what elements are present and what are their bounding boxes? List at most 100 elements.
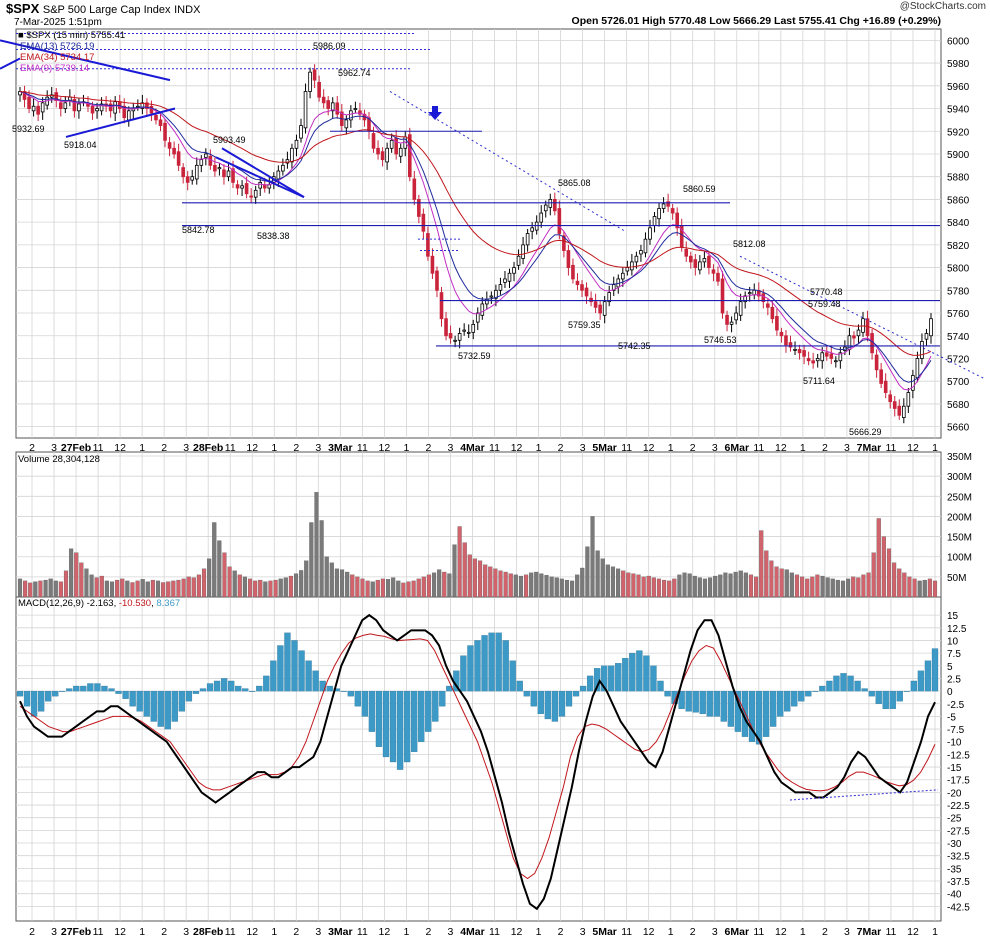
candle-body <box>553 199 557 212</box>
candle-body <box>892 401 897 409</box>
x-tick-label: 12 <box>379 926 391 938</box>
candle-body <box>176 151 181 166</box>
y-tick-label: 5960 <box>947 82 970 93</box>
y-tick-label: 5720 <box>947 354 970 365</box>
volume-bar <box>523 574 529 598</box>
volume-bar <box>411 580 416 598</box>
x-tick-label: 28Feb <box>193 926 223 938</box>
candle-body <box>480 303 485 316</box>
candle-body <box>299 125 303 139</box>
macd-histogram-bar <box>326 685 333 692</box>
candle-body <box>602 301 607 316</box>
volume-bar <box>897 568 902 598</box>
candle-body <box>693 259 698 268</box>
macd-histogram-bar <box>59 690 66 692</box>
volume-bar <box>702 578 708 598</box>
datetime: 7-Mar-2025 1:51pm <box>14 17 102 28</box>
candle-body <box>31 105 36 112</box>
y-tick-label: 5980 <box>947 59 970 70</box>
price-annotation: 5759.35 <box>568 320 601 330</box>
y-tick-label: 7.5 <box>947 649 961 660</box>
candle-body <box>503 278 507 283</box>
macd-divergence-line <box>789 789 939 801</box>
candle-body <box>815 358 820 362</box>
volume-bar <box>69 548 74 598</box>
macd-histogram-bar <box>572 690 580 697</box>
candle-body <box>634 255 639 263</box>
macd-histogram-bar <box>122 690 129 699</box>
macd-histogram-bar <box>530 690 537 707</box>
macd-histogram-bar <box>270 660 277 692</box>
candle-body <box>829 353 834 359</box>
candle-body <box>190 176 195 181</box>
macd-value-3: 8.367 <box>156 598 181 609</box>
x-tick-label: 1 <box>536 442 542 454</box>
candle-body <box>902 405 906 418</box>
macd-histogram-bar <box>523 690 530 697</box>
volume-bar <box>355 576 360 598</box>
candle-body <box>725 314 729 325</box>
x-tick-label: 1 <box>403 442 409 454</box>
x-tick-label: 2 <box>558 926 564 938</box>
candle-body <box>249 195 253 198</box>
candle-body <box>593 301 598 308</box>
macd-histogram-bar <box>298 650 305 692</box>
price-annotation: 5860.59 <box>683 184 716 194</box>
volume-bar <box>89 574 94 598</box>
x-tick-label: 2 <box>161 442 167 454</box>
candle-body <box>489 295 494 298</box>
volume-bar <box>851 576 856 598</box>
volume-bar <box>360 578 365 598</box>
volume-bar <box>38 580 43 598</box>
candle-body <box>734 312 738 321</box>
y-tick-label: 200M <box>947 512 972 523</box>
candle-body <box>512 267 516 274</box>
macd-histogram-bar <box>375 690 383 747</box>
volume-bar <box>43 579 48 598</box>
y-tick-label: 5840 <box>947 218 970 229</box>
candle-body <box>929 318 933 337</box>
volume-bar <box>641 576 646 598</box>
macd-histogram-bar <box>748 690 756 742</box>
candle-body <box>874 354 879 371</box>
volume-bar <box>191 577 196 598</box>
candle-body <box>63 102 68 109</box>
macd-histogram-bar <box>664 690 671 697</box>
volume-bar <box>529 572 534 598</box>
x-tick-label: 1 <box>800 926 806 938</box>
macd-histogram-bar <box>509 660 516 692</box>
x-tick-label: 11 <box>93 926 104 938</box>
candle-body <box>620 272 625 280</box>
volume-bar <box>922 579 927 598</box>
macd-histogram-bar <box>762 690 770 737</box>
macd-histogram-bar <box>425 690 432 732</box>
volume-legend: Volume 28,304,128 <box>18 454 100 465</box>
macd-histogram-bar <box>45 690 52 702</box>
volume-bar <box>503 571 508 598</box>
price-annotation: 5918.04 <box>64 140 97 150</box>
volume-bar <box>621 570 626 598</box>
panel-price <box>15 28 942 439</box>
candle-body <box>915 358 920 379</box>
candle-body <box>462 329 466 332</box>
candle-body <box>711 269 716 274</box>
volume-bar <box>28 582 33 598</box>
macd-histogram-bar <box>685 690 692 712</box>
y-tick-label: 150M <box>947 533 972 544</box>
volume-bar <box>263 581 268 598</box>
candle-body <box>204 153 208 158</box>
macd-histogram-bar <box>713 690 720 717</box>
price-annotation: 5986.09 <box>313 41 346 51</box>
candle-body <box>766 303 770 308</box>
volume-bar <box>396 580 401 598</box>
macd-value-1: -2.163 <box>86 598 114 609</box>
macd-histogram-bar <box>291 640 298 692</box>
candle-body <box>707 255 711 268</box>
candle-body <box>920 341 924 359</box>
volume-bar <box>94 577 99 598</box>
candle-body <box>747 292 752 295</box>
candle-body <box>702 258 707 263</box>
volume-bar <box>115 579 120 598</box>
candle-body <box>770 306 775 320</box>
